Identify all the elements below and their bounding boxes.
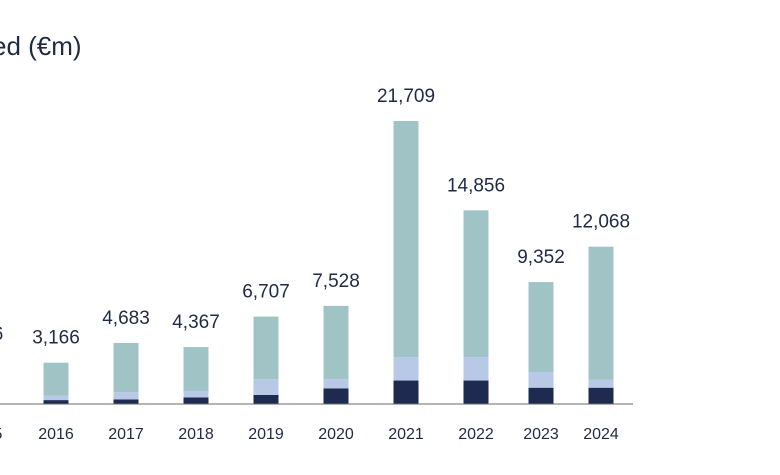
bar-segment — [463, 380, 489, 404]
bar-segment — [528, 282, 554, 373]
bar-segment — [393, 380, 419, 404]
x-tick-labels-group: 5 2016 2017 2018 2019 2020 2021 2022 2023 2024 — [0, 426, 619, 443]
data-label-total: 7,528 — [312, 271, 360, 292]
bar-segment — [463, 210, 489, 358]
x-tick-label: 2022 — [458, 426, 494, 443]
data-label-total: 4,367 — [172, 312, 220, 333]
x-tick-label: 2021 — [388, 426, 424, 443]
x-tick-label: 2020 — [318, 426, 354, 443]
x-tick-label: 2017 — [108, 426, 144, 443]
data-label-total: 14,856 — [447, 175, 505, 196]
bar-segment — [323, 379, 349, 389]
bar-segment — [253, 316, 279, 380]
x-tick-label: 2023 — [523, 426, 559, 443]
bar-segment — [463, 357, 489, 381]
bar-segment — [43, 362, 69, 396]
bar-segment — [393, 357, 419, 381]
bar-segment — [183, 347, 209, 391]
data-label-total: 6 — [0, 324, 3, 345]
bar-segment — [183, 397, 209, 404]
bar-segment — [113, 399, 139, 404]
x-tick-label: 5 — [0, 426, 3, 443]
bar-segment — [113, 342, 139, 393]
data-label-total: 9,352 — [517, 247, 565, 268]
chart-title: ed (€m) — [0, 31, 82, 61]
x-tick-label: 2024 — [583, 426, 619, 443]
data-label-total: 21,709 — [377, 86, 435, 107]
bar-segment — [113, 392, 139, 400]
x-tick-label: 2016 — [38, 426, 74, 443]
bar-segment — [43, 400, 69, 404]
total-labels-group: 6 3,166 4,683 4,367 6,707 7,528 21,709 14,856 9,… — [0, 86, 630, 349]
bars-group — [43, 121, 614, 404]
bar-segment — [253, 394, 279, 404]
x-tick-label: 2019 — [248, 426, 284, 443]
bar-segment — [528, 372, 554, 388]
data-label-total: 4,683 — [102, 308, 150, 329]
bar-segment — [588, 246, 614, 380]
x-tick-label: 2018 — [178, 426, 214, 443]
bar-segment — [183, 390, 209, 398]
bar-segment — [393, 121, 419, 358]
data-label-total: 12,068 — [572, 212, 630, 233]
bar-segment — [323, 388, 349, 404]
bar-segment — [43, 395, 69, 401]
bar-segment — [588, 379, 614, 388]
bar-segment — [253, 379, 279, 395]
bar-segment — [323, 305, 349, 380]
bar-segment — [588, 387, 614, 404]
data-label-total: 3,166 — [32, 328, 80, 349]
data-label-total: 6,707 — [242, 282, 290, 303]
bar-segment — [528, 387, 554, 404]
